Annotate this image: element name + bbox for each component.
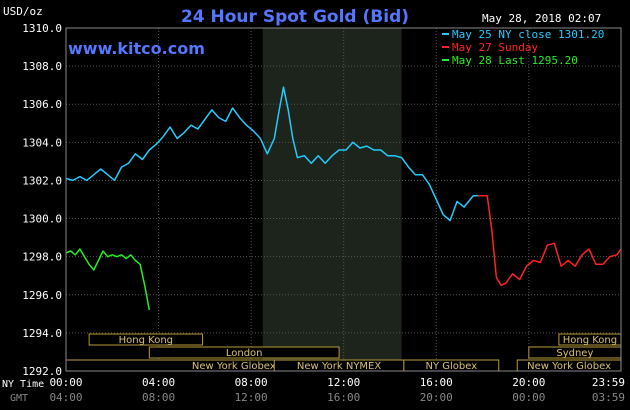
session-label: New York NYMEX (297, 361, 382, 372)
y-axis-label: USD/oz (3, 5, 43, 18)
y-tick-label: 1294.0 (22, 327, 62, 340)
session-label: London (226, 348, 263, 359)
y-tick-label: 1304.0 (22, 136, 62, 149)
y-tick-label: 1300.0 (22, 213, 62, 226)
session-bar (88, 333, 204, 346)
x-tick-label-gmt: 16:00 (327, 391, 360, 404)
y-tick-label: 1310.0 (22, 22, 62, 35)
chart-title: 24 Hour Spot Gold (Bid) (181, 7, 409, 27)
x-tick-label-gmt: 08:00 (142, 391, 175, 404)
x-tick-label-gmt: 03:59 (592, 391, 625, 404)
session-label: NY Globex (425, 361, 477, 372)
x-tick-label-gmt: 04:00 (49, 391, 82, 404)
x-tick-label-ny: 00:00 (49, 376, 82, 389)
y-tick-label: 1292.0 (22, 365, 62, 378)
session-label: New York Globex (192, 361, 276, 372)
x-tick-label-ny: 04:00 (142, 376, 175, 389)
session-label: Hong Kong (563, 335, 617, 346)
y-tick-label: 1306.0 (22, 98, 62, 111)
x-tick-label-ny: 08:00 (235, 376, 268, 389)
session-label: Sydney (556, 348, 593, 359)
session-label: New York Globex (527, 361, 611, 372)
x-tick-label-ny: 23:59 (592, 376, 625, 389)
plot-frame (65, 27, 622, 372)
session-bar (148, 346, 340, 359)
y-tick-label: 1298.0 (22, 251, 62, 264)
y-tick-label: 1296.0 (22, 289, 62, 302)
legend-entry: May 27 Sunday (452, 41, 538, 54)
x-tick-label-gmt: 20:00 (420, 391, 453, 404)
x-tick-label-gmt: 00:00 (512, 391, 545, 404)
x-tick-label-ny: 16:00 (420, 376, 453, 389)
x-row-label-gmt: GMT (10, 393, 28, 404)
watermark: www.kitco.com (68, 39, 205, 58)
x-tick-label-ny: 12:00 (327, 376, 360, 389)
session-highlight-band (262, 28, 402, 371)
series-line (477, 194, 622, 287)
legend-entry: May 28 Last 1295.20 (452, 54, 578, 67)
series-line (65, 248, 151, 311)
legend-entry: May 25 NY close 1301.20 (452, 28, 604, 41)
x-tick-label-ny: 20:00 (512, 376, 545, 389)
series-line (65, 86, 478, 222)
session-label: Hong Kong (119, 335, 173, 346)
x-tick-label-gmt: 12:00 (235, 391, 268, 404)
x-row-label-ny: NY Time (2, 379, 44, 390)
y-tick-label: 1308.0 (22, 60, 62, 73)
timestamp: May 28, 2018 02:07 (482, 12, 601, 25)
y-tick-label: 1302.0 (22, 174, 62, 187)
